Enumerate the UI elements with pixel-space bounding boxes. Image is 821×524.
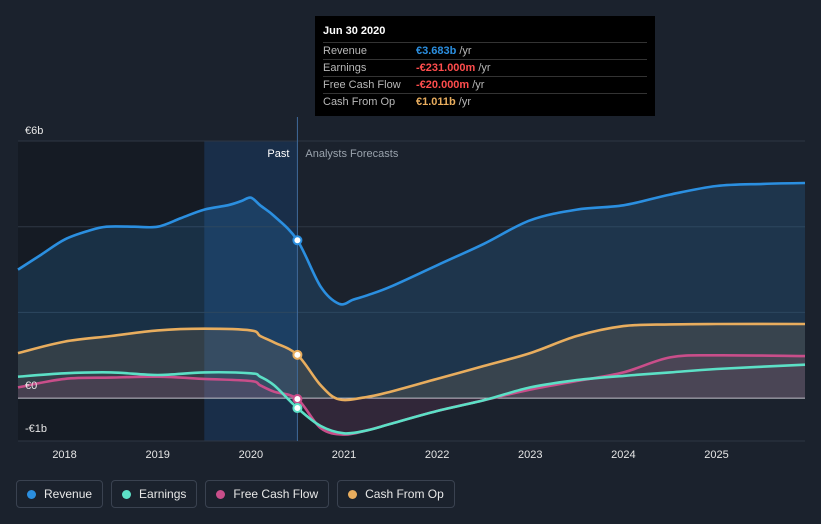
tooltip-label: Cash From Op: [323, 96, 396, 108]
tooltip-value: €3.683b: [416, 45, 457, 57]
hover-tooltip: Jun 30 2020 Revenue €3.683b /yr Earnings…: [315, 16, 655, 116]
x-tick-label: 2022: [425, 449, 449, 461]
x-tick-label: 2018: [52, 449, 76, 461]
tooltip-label: Earnings: [323, 62, 367, 74]
legend-dot-icon: [216, 489, 226, 499]
tooltip-row-revenue: Revenue €3.683b /yr: [323, 42, 647, 59]
tooltip-value: €1.011b: [416, 96, 456, 108]
x-tick-label: 2025: [704, 449, 728, 461]
financial-chart: €6b €0 -€1b 2018 2019 2020 2021 2022 2023 2024 202…: [17, 117, 806, 461]
y-tick-label: €6b: [25, 125, 43, 137]
tooltip-date: Jun 30 2020: [323, 25, 386, 37]
legend-item-revenue[interactable]: Revenue: [16, 480, 104, 508]
tooltip-value: -€231.000m: [416, 62, 476, 74]
marker-revenue: [292, 235, 303, 246]
series-line-earnings: [17, 363, 806, 435]
legend-dot-icon: [348, 489, 358, 499]
x-tick-label: 2020: [239, 449, 263, 461]
legend-label: Free Cash Flow: [233, 487, 319, 501]
y-tick-label: €0: [25, 380, 37, 392]
legend-label: Revenue: [44, 487, 93, 501]
series-area-cash-from-op: [18, 323, 805, 401]
x-tick-label: 2024: [611, 449, 635, 461]
legend-label: Cash From Op: [365, 487, 444, 501]
legend-item-cash-from-op[interactable]: Cash From Op: [337, 480, 455, 508]
tooltip-value: -€20.000m: [416, 79, 470, 91]
tooltip-label: Revenue: [323, 45, 368, 57]
legend-item-earnings[interactable]: Earnings: [111, 480, 198, 508]
marker-free-cash-flow: [292, 394, 303, 404]
legend: Revenue Earnings Free Cash Flow Cash Fro…: [16, 480, 455, 508]
forecast-label: Analysts Forecasts: [305, 148, 398, 160]
series-area-free-cash-flow: [18, 355, 805, 435]
y-tick-label: -€1b: [25, 423, 47, 435]
past-label: Past: [267, 148, 289, 160]
tooltip-row-earnings: Earnings -€231.000m /yr: [323, 59, 647, 76]
tooltip-unit: /yr: [459, 45, 472, 57]
marker-cash-from-op: [292, 349, 303, 360]
x-tick-label: 2019: [145, 449, 169, 461]
legend-dot-icon: [122, 489, 132, 499]
marker-earnings: [292, 403, 303, 414]
tooltip-row-free-cash-flow: Free Cash Flow -€20.000m /yr: [323, 76, 647, 93]
x-tick-label: 2023: [518, 449, 542, 461]
tooltip-label: Free Cash Flow: [323, 79, 401, 91]
legend-dot-icon: [27, 489, 36, 499]
tooltip-row-cash-from-op: Cash From Op €1.011b /yr: [323, 93, 647, 110]
tooltip-unit: /yr: [458, 96, 471, 108]
tooltip-unit: /yr: [472, 79, 485, 91]
x-tick-label: 2021: [332, 449, 356, 461]
legend-item-free-cash-flow[interactable]: Free Cash Flow: [205, 480, 330, 508]
legend-label: Earnings: [139, 487, 187, 501]
series-line-cash-from-op: [17, 322, 806, 402]
tooltip-unit: /yr: [478, 62, 491, 74]
series-area-revenue: [18, 183, 805, 399]
